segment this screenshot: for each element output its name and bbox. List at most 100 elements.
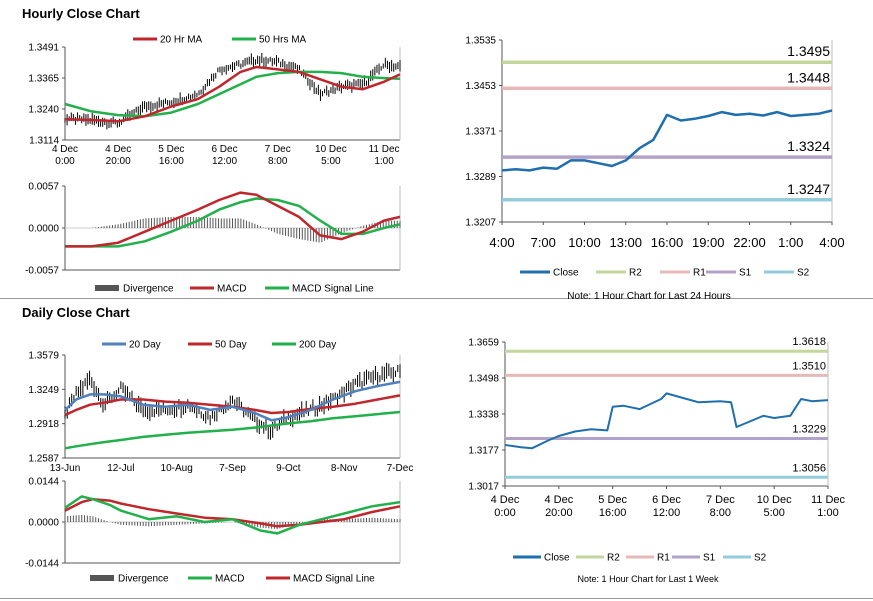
daily-levels-xtick-label: 11 Dec: [811, 494, 846, 506]
daily-level-s1-label: 1.3229: [792, 423, 826, 435]
hourly-price-xtick-label: 8:00: [268, 156, 288, 167]
daily-levels-xtick-label: 8:00: [710, 507, 731, 519]
legend-hourly-signal-label: MACD Signal Line: [292, 284, 374, 295]
hourly-levels-xtick-label: 1:00: [778, 235, 803, 250]
hourly-level-s1-label: 1.3324: [787, 138, 830, 154]
legend-hourly-s1-label: S1: [739, 268, 752, 279]
legend-hourly-close-label: Close: [553, 268, 579, 279]
hourly-levels-ytick-label: 1.3371: [465, 127, 496, 138]
daily-price-ytick-label: 1.2918: [28, 419, 59, 430]
daily-levels-xtick-label: 20:00: [545, 507, 573, 519]
daily-price-xtick-label: 7-Sep: [219, 463, 246, 474]
hourly-levels-xtick-label: 7:00: [531, 235, 556, 250]
hourly-price-xtick-label: 10 Dec: [315, 144, 347, 155]
daily-levels-ytick-label: 1.3177: [468, 446, 499, 457]
legend-daily-divergence-swatch: [90, 575, 114, 581]
legend-daily-r2-label: R2: [607, 553, 620, 564]
legend-20day-label: 20 Day: [129, 340, 161, 351]
daily-levels-note: Note: 1 Hour Chart for Last 1 Week: [578, 574, 719, 584]
legend-daily-r1-label: R1: [657, 553, 670, 564]
hourly-price-xtick-label: 0:00: [55, 156, 75, 167]
daily-level-r1-label: 1.3510: [792, 360, 826, 372]
daily-20day-ma-line: [64, 380, 401, 422]
daily-levels-ytick-label: 1.3498: [468, 374, 499, 385]
daily-level-r2-label: 1.3618: [792, 336, 826, 348]
daily-macd-ytick-label: 0.0000: [28, 518, 59, 529]
hourly-close-line: [501, 109, 833, 172]
daily-price-xtick-label: 7-Dec: [387, 463, 414, 474]
hourly-level-r1-label: 1.3448: [787, 69, 830, 85]
hourly-macd-signal-line: [65, 197, 401, 248]
daily-macd-line: [64, 495, 401, 535]
hourly-levels-ytick-label: 1.3289: [465, 172, 496, 183]
legend-50hr-ma-label: 50 Hrs MA: [259, 35, 307, 46]
hourly-levels-ytick-label: 1.3207: [465, 218, 496, 229]
daily-200day-ma-line: [64, 410, 401, 450]
legend-daily-signal-label: MACD Signal Line: [293, 574, 375, 585]
legend-daily-divergence-label: Divergence: [118, 574, 169, 585]
hourly-price-xtick-label: 4 Dec: [52, 144, 78, 155]
daily-close-line: [504, 392, 829, 450]
daily-levels-xtick-label: 5:00: [763, 507, 784, 519]
legend-50day-label: 50 Day: [215, 340, 247, 351]
section-divider: [0, 298, 873, 299]
hourly-section-title: Hourly Close Chart: [22, 6, 140, 21]
legend-200day-label: 200 Day: [299, 340, 336, 351]
daily-levels-xtick-label: 0:00: [494, 507, 515, 519]
hourly-levels-xtick-label: 4:00: [489, 235, 514, 250]
legend-hourly-divergence-label: Divergence: [123, 284, 174, 295]
hourly-level-r2-label: 1.3495: [787, 43, 830, 59]
daily-levels-xtick-label: 16:00: [599, 507, 627, 519]
daily-price-xtick-label: 10-Aug: [161, 463, 193, 474]
hourly-macd-line: [65, 191, 401, 248]
daily-macd-ytick-label: -0.0144: [25, 559, 59, 570]
hourly-macd-ytick-label: -0.0057: [25, 266, 59, 277]
hourly-price-xtick-label: 4 Dec: [105, 144, 131, 155]
daily-levels-ytick-label: 1.3659: [468, 338, 499, 349]
legend-hourly-r2-label: R2: [629, 268, 642, 279]
daily-levels-ytick-label: 1.3017: [468, 482, 499, 493]
legend-hourly-r1-label: R1: [693, 268, 706, 279]
hourly-20hr-ma-line: [64, 65, 401, 123]
hourly-levels-xtick-label: 10:00: [568, 235, 601, 250]
hourly-50hr-ma-line: [64, 70, 401, 118]
daily-price-xtick-label: 8-Nov: [331, 463, 358, 474]
daily-price-xtick-label: 13-Jun: [50, 463, 81, 474]
daily-price-ytick-label: 1.2587: [28, 454, 59, 465]
legend-hourly-s2-label: S2: [797, 268, 810, 279]
daily-levels-ytick-label: 1.3338: [468, 410, 499, 421]
daily-macd-ytick-label: 0.0144: [28, 477, 59, 488]
legend-daily-close-label: Close: [544, 553, 570, 564]
hourly-levels-ytick-label: 1.3535: [465, 36, 496, 47]
hourly-levels-xtick-label: 19:00: [692, 235, 725, 250]
hourly-price-xtick-label: 12:00: [212, 156, 237, 167]
daily-levels-xtick-label: 4 Dec: [544, 494, 573, 506]
bottom-divider: [0, 598, 873, 599]
daily-macd-signal-line: [64, 497, 401, 528]
hourly-price-xtick-label: 11 Dec: [369, 144, 400, 155]
hourly-levels-note: Note: 1 Hour Chart for Last 24 Hours: [567, 291, 730, 302]
hourly-macd-ytick-label: 0.0000: [28, 224, 59, 235]
hourly-price-xtick-label: 7 Dec: [265, 144, 291, 155]
hourly-price-ytick-label: 1.3240: [28, 105, 59, 116]
hourly-levels-ytick-label: 1.3453: [465, 81, 496, 92]
legend-hourly-macd-label: MACD: [217, 284, 246, 295]
hourly-level-s2-label: 1.3247: [787, 181, 830, 197]
daily-price-xtick-label: 9-Oct: [276, 463, 301, 474]
daily-levels-xtick-label: 12:00: [653, 507, 681, 519]
daily-levels-xtick-label: 6 Dec: [652, 494, 681, 506]
hourly-levels-xtick-label: 16:00: [651, 235, 684, 250]
daily-levels-xtick-label: 1:00: [817, 507, 838, 519]
hourly-price-xtick-label: 20:00: [106, 156, 131, 167]
daily-price-ytick-label: 1.3579: [28, 351, 59, 362]
daily-levels-xtick-label: 7 Dec: [706, 494, 735, 506]
hourly-price-ytick-label: 1.3114: [29, 136, 59, 147]
hourly-price-ytick-label: 1.3491: [28, 43, 59, 54]
hourly-levels-xtick-label: 4:00: [819, 235, 844, 250]
daily-levels-xtick-label: 5 Dec: [598, 494, 627, 506]
daily-price-ytick-label: 1.3249: [28, 385, 59, 396]
daily-section-title: Daily Close Chart: [22, 305, 130, 320]
legend-daily-s2-label: S2: [754, 553, 767, 564]
hourly-levels-xtick-label: 22:00: [733, 235, 766, 250]
